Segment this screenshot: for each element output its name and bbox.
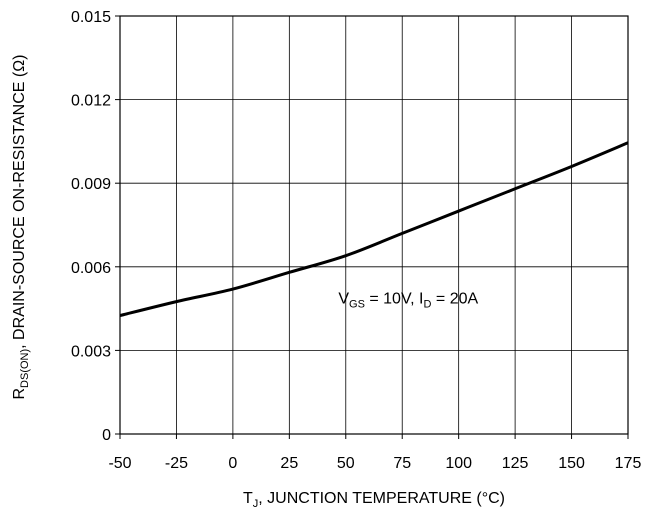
annotation-subscript: GS	[349, 298, 365, 310]
annotation-text: = 10V, I	[365, 290, 424, 307]
series-layer	[119, 141, 629, 318]
y-tick-label: 0.015	[71, 9, 111, 26]
x-axis-label-main: T	[243, 490, 253, 507]
annotation-text: V	[338, 290, 349, 307]
x-axis-label: TJ, JUNCTION TEMPERATURE (°C)	[243, 490, 505, 510]
annotation-subscript: D	[424, 298, 432, 310]
x-tick-label: 75	[393, 455, 411, 472]
y-tick-label: 0.012	[71, 93, 111, 110]
y-tick-label: 0	[102, 427, 111, 444]
test-condition-annotation: VGS = 10V, ID = 20A	[338, 290, 478, 310]
tick-marks	[115, 15, 629, 439]
x-tick-label: -25	[165, 455, 188, 472]
x-axis-label-subscript: J	[253, 498, 259, 510]
series-line	[119, 141, 629, 318]
x-tick-label: 0	[228, 455, 237, 472]
y-tick-label: 0.003	[71, 343, 111, 360]
x-tick-label: 175	[615, 455, 642, 472]
x-axis-label-rest: , JUNCTION TEMPERATURE (°C)	[258, 490, 505, 507]
plot-frame	[119, 15, 629, 435]
y-tick-label: 0.009	[71, 176, 111, 193]
y-axis-label-main: R	[11, 388, 28, 400]
x-tick-label: 150	[558, 455, 585, 472]
x-tick-label: 100	[445, 455, 472, 472]
x-tick-label: 25	[280, 455, 298, 472]
grid-lines	[120, 16, 628, 434]
y-axis-label-subscript: DS(ON)	[19, 349, 31, 388]
y-tick-label: 0.006	[71, 260, 111, 277]
x-tick-labels: -50 -25 0 25 50 75 100 125 150 175	[108, 455, 641, 472]
x-tick-label: 50	[337, 455, 355, 472]
x-tick-label: 125	[502, 455, 529, 472]
y-tick-labels: 0 0.003 0.006 0.009 0.012 0.015	[71, 9, 111, 444]
x-tick-label: -50	[108, 455, 131, 472]
annotation-text: = 20A	[431, 290, 478, 307]
y-axis-label-rest: , DRAIN-SOURCE ON-RESISTANCE (Ω)	[11, 54, 28, 348]
y-axis-label: RDS(ON), DRAIN-SOURCE ON-RESISTANCE (Ω)	[11, 54, 31, 399]
